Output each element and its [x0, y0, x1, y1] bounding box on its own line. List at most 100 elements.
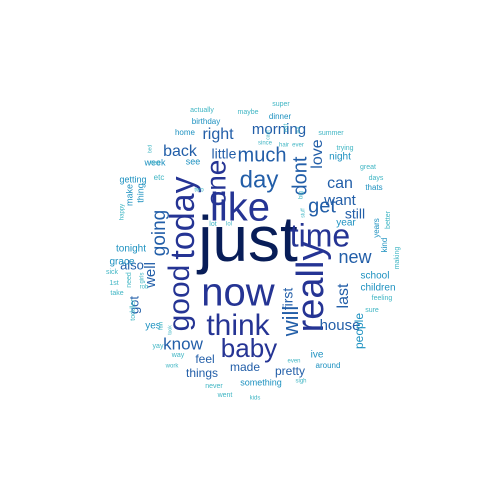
- cloud-word-making: making: [394, 247, 401, 270]
- cloud-word-also: also: [120, 257, 144, 272]
- cloud-word-kind: kind: [380, 238, 389, 253]
- cloud-word-love: love: [309, 139, 326, 168]
- cloud-word-happy: happy: [120, 204, 126, 220]
- cloud-word-need: need: [126, 272, 133, 288]
- cloud-word-year: year: [336, 218, 356, 229]
- cloud-word-made: made: [230, 360, 260, 374]
- cloud-word-ever: ever: [292, 143, 304, 149]
- cloud-word-etc: etc: [154, 173, 165, 182]
- cloud-word-lol: lol: [226, 222, 232, 228]
- cloud-word-one: one: [200, 160, 231, 207]
- cloud-word-dinner: dinner: [269, 112, 292, 121]
- cloud-word-grace: grace: [109, 257, 134, 268]
- cloud-word-eat: eat: [284, 123, 290, 132]
- cloud-word-since: since: [258, 141, 273, 147]
- cloud-word-dont: dont: [289, 156, 311, 195]
- cloud-word-work: work: [165, 364, 180, 370]
- cloud-word-school: school: [361, 271, 390, 282]
- cloud-word-something: something: [240, 377, 282, 387]
- cloud-word-first: first: [280, 288, 296, 311]
- cloud-word-people: people: [352, 313, 366, 349]
- cloud-word-feel: feel: [195, 352, 214, 366]
- cloud-word-still: still: [345, 206, 365, 222]
- cloud-word-today: today: [164, 176, 202, 259]
- cloud-word-back: back: [163, 143, 198, 160]
- cloud-word-hair: hair: [279, 143, 289, 149]
- cloud-word-make: make: [124, 184, 134, 206]
- cloud-word-1st: 1st: [109, 280, 118, 287]
- cloud-word-like: like: [210, 186, 270, 230]
- cloud-word-never: never: [205, 383, 223, 390]
- cloud-word-way: way: [171, 352, 185, 359]
- cloud-word-getting: getting: [119, 174, 146, 184]
- cloud-word-kids: kids: [250, 396, 261, 402]
- cloud-word-really: really: [290, 242, 332, 333]
- cloud-word-thing: thing: [135, 183, 145, 203]
- cloud-word-feeling: feeling: [372, 295, 393, 302]
- cloud-word-take: take: [110, 290, 123, 297]
- cloud-word-going: going: [149, 210, 170, 257]
- cloud-word-know: know: [163, 334, 203, 353]
- cloud-word-tonight: tonight: [116, 244, 146, 255]
- cloud-word-birthday: birthday: [192, 117, 220, 126]
- cloud-word-cant: cant: [265, 130, 271, 140]
- cloud-word-ive: ive: [311, 350, 324, 361]
- cloud-word-now: now: [201, 271, 274, 315]
- cloud-word-day: day: [240, 166, 279, 193]
- cloud-word-right: right: [202, 126, 234, 143]
- cloud-word-maybe: maybe: [237, 109, 258, 116]
- cloud-word-put: put: [295, 126, 301, 134]
- cloud-word-days: days: [369, 175, 384, 182]
- cloud-word-bed: bed: [147, 145, 153, 154]
- cloud-word-yes: yes: [145, 321, 161, 332]
- cloud-word-trying: trying: [336, 145, 353, 152]
- cloud-word-years: years: [372, 218, 381, 238]
- cloud-word-week: week: [143, 157, 166, 167]
- cloud-word-sigh: sigh: [295, 379, 306, 385]
- cloud-word-thats: thats: [365, 183, 382, 192]
- cloud-word-got: got: [126, 296, 141, 314]
- cloud-word-night: night: [329, 152, 351, 163]
- cloud-word-house: house: [320, 317, 361, 334]
- cloud-word-morning: morning: [252, 121, 306, 138]
- cloud-word-took: took: [167, 325, 173, 335]
- cloud-word-around: around: [316, 361, 341, 370]
- cloud-word-want: want: [323, 192, 357, 209]
- cloud-word-sure: sure: [365, 307, 379, 314]
- cloud-word-little: little: [212, 146, 237, 162]
- cloud-word-time: time: [290, 217, 350, 253]
- cloud-word-went: went: [217, 392, 233, 399]
- cloud-word-just: just: [196, 203, 298, 275]
- cloud-word-girls: girls: [140, 272, 146, 283]
- cloud-word-can: can: [327, 175, 353, 192]
- cloud-word-yay: yay: [153, 343, 164, 350]
- cloud-word-pretty: pretty: [275, 364, 305, 378]
- cloud-word-think: think: [206, 309, 270, 342]
- cloud-word-children: children: [360, 283, 395, 294]
- cloud-word-big: big: [299, 191, 305, 199]
- cloud-word-new: new: [338, 247, 372, 267]
- cloud-word-two: two: [194, 188, 204, 194]
- cloud-word-last: last: [335, 283, 352, 308]
- cloud-word-things: things: [186, 366, 218, 380]
- cloud-word-well: well: [142, 262, 159, 289]
- cloud-word-actually: actually: [190, 107, 214, 114]
- cloud-word-fun: fun: [159, 322, 165, 330]
- cloud-word-summer: summer: [318, 130, 344, 137]
- cloud-word-great: great: [360, 164, 376, 171]
- cloud-word-much: much: [238, 144, 287, 166]
- cloud-word-get: get: [308, 195, 336, 217]
- cloud-word-food: food: [150, 160, 160, 166]
- cloud-word-better: better: [385, 210, 392, 229]
- cloud-word-even: even: [287, 359, 300, 365]
- cloud-word-toddler: toddler: [130, 299, 137, 321]
- cloud-word-sick: sick: [106, 269, 119, 276]
- cloud-word-will: will: [278, 306, 303, 338]
- cloud-word-good: good: [163, 265, 196, 332]
- cloud-word-super: super: [272, 101, 290, 108]
- cloud-word-baby: baby: [221, 333, 277, 363]
- cloud-word-rob: rob: [140, 285, 149, 291]
- cloud-word-see: see: [186, 156, 201, 166]
